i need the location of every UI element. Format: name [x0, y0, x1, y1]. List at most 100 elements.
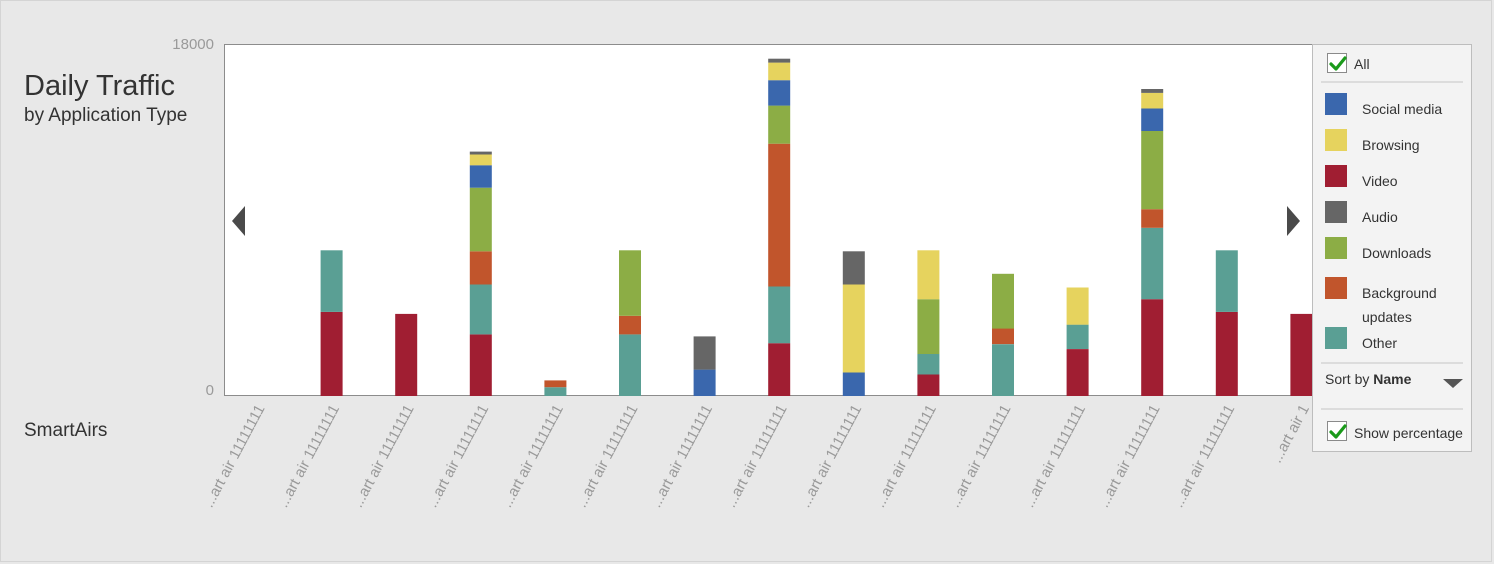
- chevron-down-icon: [1443, 379, 1463, 388]
- next-arrow-icon[interactable]: [1287, 206, 1300, 236]
- legend-divider: [1321, 81, 1463, 83]
- bar-segment-video[interactable]: [917, 374, 940, 397]
- checkmark-icon: [1329, 424, 1347, 439]
- legend-swatch: [1325, 327, 1347, 349]
- bar-segment-other[interactable]: [320, 250, 343, 312]
- legend-swatch: [1325, 129, 1347, 151]
- legend-label: Browsing: [1362, 137, 1420, 153]
- bar-segment-social-media[interactable]: [469, 165, 492, 188]
- x-tick-label: ...art air 11111111: [871, 402, 940, 511]
- bar-segment-background-updates[interactable]: [619, 315, 641, 335]
- bar-segment-background-updates[interactable]: [992, 328, 1014, 345]
- bar-segment-audio[interactable]: [469, 151, 492, 155]
- chart-subtitle: by Application Type: [24, 105, 188, 126]
- bar-segment-downloads[interactable]: [917, 299, 940, 354]
- bar-segment-downloads[interactable]: [469, 187, 492, 252]
- bar-segment-video[interactable]: [768, 343, 791, 396]
- bar-segment-social-media[interactable]: [768, 80, 791, 106]
- legend-item-background-updates[interactable]: Background updates: [1325, 277, 1465, 325]
- x-tick-label: ...art air 11111111: [797, 402, 866, 511]
- bar-segment-browsing[interactable]: [768, 62, 791, 81]
- bar-segment-browsing[interactable]: [1141, 92, 1164, 109]
- bar-segment-other[interactable]: [917, 354, 940, 375]
- x-tick-label: ...art air 11111111: [1095, 402, 1164, 511]
- bar-segment-downloads[interactable]: [992, 273, 1014, 329]
- show-percentage-label: Show percentage: [1354, 425, 1463, 441]
- legend-label: Audio: [1362, 209, 1398, 225]
- all-label: All: [1354, 56, 1370, 72]
- bar-segment-browsing[interactable]: [469, 154, 492, 166]
- bar-segment-background-updates[interactable]: [544, 380, 567, 388]
- bar-segment-background-updates[interactable]: [1141, 209, 1164, 228]
- company-name: SmartAirs: [24, 420, 108, 441]
- legend-panel: All Social media Browsing Video Audio Do…: [1312, 44, 1472, 452]
- bar-segment-social-media[interactable]: [693, 369, 716, 396]
- legend-label: Downloads: [1362, 245, 1432, 261]
- bar-segment-audio[interactable]: [768, 58, 791, 63]
- bar-segment-downloads[interactable]: [768, 105, 791, 144]
- legend-item-video[interactable]: Video: [1325, 165, 1465, 189]
- sort-value: Name: [1373, 371, 1412, 387]
- bar-segment-other[interactable]: [768, 286, 791, 344]
- bar-segment-video[interactable]: [1141, 299, 1164, 396]
- legend-swatch: [1325, 237, 1347, 259]
- x-tick-label: ...art air 11111111: [1021, 402, 1090, 511]
- bar-segment-audio[interactable]: [1141, 89, 1164, 93]
- x-tick-label: ...art air 11111111: [349, 402, 418, 511]
- bar-segment-browsing[interactable]: [1066, 287, 1089, 325]
- bar-segment-other[interactable]: [1215, 250, 1238, 312]
- legend-item-browsing[interactable]: Browsing: [1325, 129, 1465, 153]
- sort-prefix: Sort by: [1325, 371, 1374, 387]
- bar-segment-audio[interactable]: [693, 336, 716, 370]
- bar-segment-video[interactable]: [1290, 313, 1313, 396]
- bar-segment-video[interactable]: [395, 313, 418, 396]
- bar-segment-other[interactable]: [992, 344, 1014, 396]
- x-tick-label: ...art air 1: [1268, 402, 1313, 466]
- legend-swatch: [1325, 93, 1347, 115]
- sort-dropdown[interactable]: Sort by Name: [1325, 371, 1465, 393]
- bar-segment-other[interactable]: [1066, 324, 1089, 349]
- x-tick-label: ...art air 11111111: [573, 402, 642, 511]
- bar-segment-browsing[interactable]: [917, 250, 940, 300]
- legend-item-audio[interactable]: Audio: [1325, 201, 1465, 225]
- bar-segment-video[interactable]: [1215, 311, 1238, 396]
- previous-arrow-icon[interactable]: [232, 206, 245, 236]
- bar-segment-downloads[interactable]: [619, 250, 641, 316]
- x-tick-label: ...art air 11111111: [648, 402, 717, 511]
- bar-segment-downloads[interactable]: [1141, 131, 1164, 210]
- show-percentage-checkbox[interactable]: [1327, 421, 1347, 441]
- bar-segment-other[interactable]: [544, 387, 567, 396]
- legend-item-downloads[interactable]: Downloads: [1325, 237, 1465, 261]
- bar-segment-video[interactable]: [469, 334, 492, 396]
- all-checkbox[interactable]: [1327, 53, 1347, 73]
- bar-segment-background-updates[interactable]: [768, 143, 791, 287]
- bar-segment-video[interactable]: [1066, 349, 1089, 396]
- legend-swatch: [1325, 165, 1347, 187]
- x-tick-label: ...art air 11111111: [722, 402, 791, 511]
- bar-segment-other[interactable]: [469, 284, 492, 335]
- x-tick-label: ...art air 11111111: [424, 402, 493, 511]
- legend-swatch: [1325, 201, 1347, 223]
- bar-segment-social-media[interactable]: [842, 372, 865, 397]
- bar-segment-other[interactable]: [1141, 227, 1164, 300]
- legend-label: Other: [1362, 335, 1398, 351]
- checkmark-icon: [1329, 56, 1347, 71]
- bar-segment-social-media[interactable]: [1141, 108, 1164, 132]
- bar-segment-video[interactable]: [320, 311, 343, 396]
- y-tick-max: 18000: [172, 36, 214, 53]
- legend-label: Video: [1362, 173, 1398, 189]
- legend-item-social-media[interactable]: Social media: [1325, 93, 1465, 117]
- x-tick-label: ...art air 11111111: [275, 402, 344, 511]
- x-tick-label: ...art air 11111111: [946, 402, 1015, 511]
- bar-segment-other[interactable]: [619, 334, 641, 396]
- x-tick-label: ...art air 11111111: [498, 402, 567, 511]
- bar-segment-audio[interactable]: [842, 251, 865, 285]
- bar-segment-browsing[interactable]: [842, 284, 865, 373]
- legend-swatch: [1325, 277, 1347, 299]
- bar-segment-background-updates[interactable]: [469, 251, 492, 285]
- x-tick-label: ...art air 11111111: [1170, 402, 1239, 511]
- legend-item-other[interactable]: Other: [1325, 327, 1465, 351]
- chart-title: Daily Traffic: [24, 70, 175, 102]
- legend-label: Social media: [1362, 101, 1443, 117]
